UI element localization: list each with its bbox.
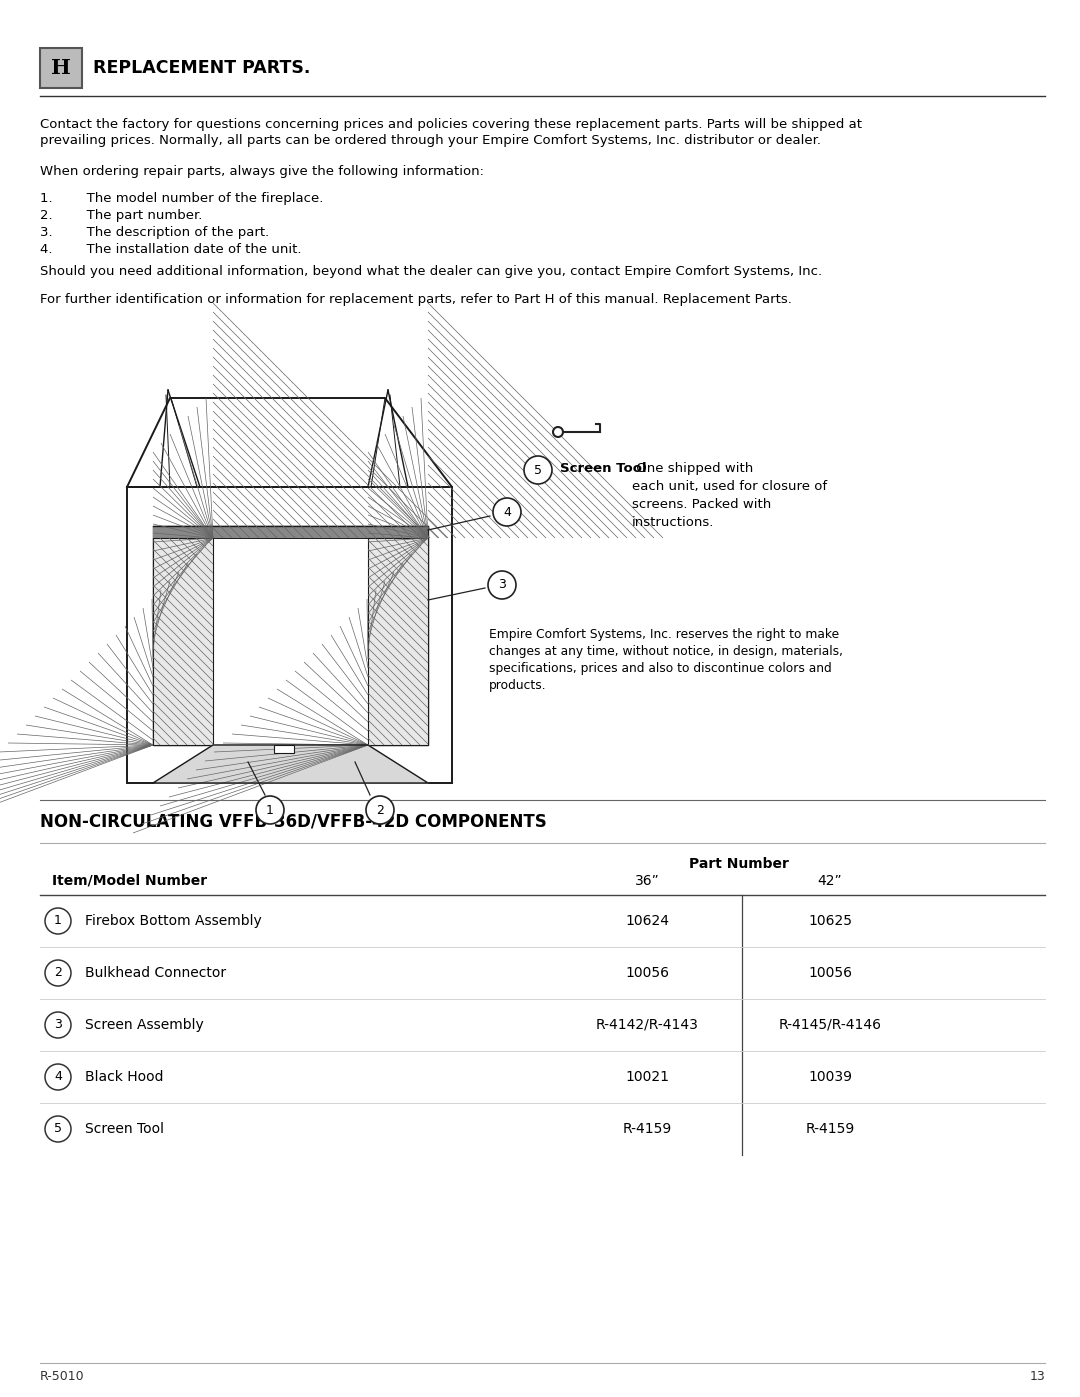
- Text: 3: 3: [498, 578, 505, 591]
- Bar: [274, 745, 294, 753]
- Bar: [127, 488, 453, 782]
- Text: 1.        The model number of the fireplace.: 1. The model number of the fireplace.: [40, 191, 323, 205]
- Circle shape: [45, 1116, 71, 1141]
- Text: Contact the factory for questions concerning prices and policies covering these : Contact the factory for questions concer…: [40, 117, 862, 131]
- Text: 10021: 10021: [625, 1070, 669, 1084]
- Text: Black Hood: Black Hood: [85, 1070, 163, 1084]
- Text: 4.        The installation date of the unit.: 4. The installation date of the unit.: [40, 243, 301, 256]
- Circle shape: [488, 571, 516, 599]
- Bar: [40, 47, 82, 88]
- Text: 2: 2: [54, 967, 62, 979]
- Text: One shipped with
each unit, used for closure of
screens. Packed with
instruction: One shipped with each unit, used for clo…: [632, 462, 827, 529]
- Circle shape: [524, 455, 552, 483]
- Text: 5: 5: [534, 464, 542, 476]
- Text: 2.        The part number.: 2. The part number.: [40, 210, 202, 222]
- Text: NON-CIRCULATING VFFB-36D/VFFB-42D COMPONENTS: NON-CIRCULATING VFFB-36D/VFFB-42D COMPON…: [40, 812, 546, 830]
- Text: 4: 4: [54, 1070, 62, 1084]
- Text: For further identification or information for replacement parts, refer to Part H: For further identification or informatio…: [40, 293, 792, 306]
- Circle shape: [45, 1065, 71, 1090]
- Text: Empire Comfort Systems, Inc. reserves the right to make
changes at any time, wit: Empire Comfort Systems, Inc. reserves th…: [489, 629, 843, 692]
- Text: 1: 1: [54, 915, 62, 928]
- Bar: [368, 538, 428, 745]
- Text: 10056: 10056: [625, 965, 669, 981]
- Text: Screen Tool: Screen Tool: [561, 462, 647, 475]
- Text: R-4159: R-4159: [806, 1122, 854, 1136]
- Bar: [153, 527, 428, 538]
- Text: Firebox Bottom Assembly: Firebox Bottom Assembly: [85, 914, 261, 928]
- Bar: [153, 538, 213, 745]
- Circle shape: [492, 497, 521, 527]
- Text: Part Number: Part Number: [689, 856, 788, 870]
- Text: 10039: 10039: [808, 1070, 852, 1084]
- Text: Screen Tool: Screen Tool: [85, 1122, 164, 1136]
- Text: H: H: [51, 59, 71, 78]
- Text: 42”: 42”: [818, 875, 842, 888]
- Text: R-4145/R-4146: R-4145/R-4146: [779, 1018, 881, 1032]
- Text: 3: 3: [54, 1018, 62, 1031]
- Text: 10056: 10056: [808, 965, 852, 981]
- Text: Bulkhead Connector: Bulkhead Connector: [85, 965, 226, 981]
- Text: 36”: 36”: [635, 875, 660, 888]
- Circle shape: [553, 427, 563, 437]
- Circle shape: [366, 796, 394, 824]
- Circle shape: [45, 960, 71, 986]
- Text: 13: 13: [1029, 1369, 1045, 1383]
- Text: R-4142/R-4143: R-4142/R-4143: [595, 1018, 699, 1032]
- Text: 3.        The description of the part.: 3. The description of the part.: [40, 226, 269, 239]
- Text: 5: 5: [54, 1123, 62, 1136]
- Text: 10624: 10624: [625, 914, 669, 928]
- Text: REPLACEMENT PARTS.: REPLACEMENT PARTS.: [93, 59, 310, 77]
- Text: 1: 1: [266, 803, 274, 816]
- Polygon shape: [153, 745, 428, 782]
- Bar: [153, 527, 428, 745]
- Circle shape: [45, 1011, 71, 1038]
- Text: Screen Assembly: Screen Assembly: [85, 1018, 204, 1032]
- Text: prevailing prices. Normally, all parts can be ordered through your Empire Comfor: prevailing prices. Normally, all parts c…: [40, 134, 821, 147]
- Text: Item/Model Number: Item/Model Number: [52, 875, 207, 888]
- Text: R-5010: R-5010: [40, 1369, 84, 1383]
- Text: 2: 2: [376, 803, 383, 816]
- Text: Should you need additional information, beyond what the dealer can give you, con: Should you need additional information, …: [40, 265, 822, 278]
- Text: 4: 4: [503, 506, 511, 518]
- Circle shape: [45, 908, 71, 935]
- Circle shape: [256, 796, 284, 824]
- Text: When ordering repair parts, always give the following information:: When ordering repair parts, always give …: [40, 165, 484, 177]
- Text: 10625: 10625: [808, 914, 852, 928]
- Text: R-4159: R-4159: [622, 1122, 672, 1136]
